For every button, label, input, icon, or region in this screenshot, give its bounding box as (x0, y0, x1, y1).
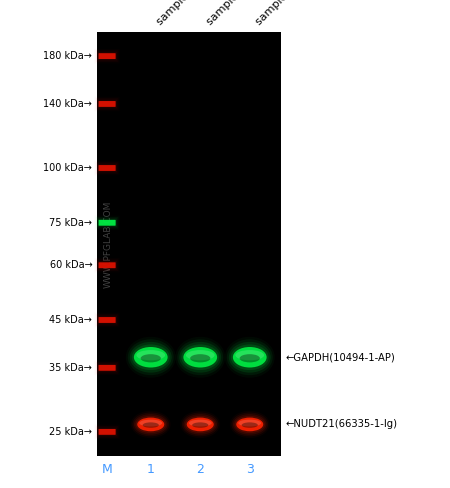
FancyBboxPatch shape (97, 218, 117, 227)
Ellipse shape (186, 350, 215, 360)
Ellipse shape (187, 418, 214, 431)
FancyBboxPatch shape (96, 314, 118, 326)
Text: sample 1: sample 1 (155, 0, 198, 27)
FancyBboxPatch shape (96, 98, 118, 110)
Ellipse shape (143, 423, 159, 428)
Ellipse shape (134, 347, 167, 367)
Text: sample 3: sample 3 (254, 0, 297, 27)
FancyBboxPatch shape (97, 364, 117, 372)
FancyBboxPatch shape (96, 362, 118, 374)
FancyBboxPatch shape (97, 316, 117, 325)
FancyBboxPatch shape (99, 429, 116, 435)
FancyBboxPatch shape (99, 263, 116, 268)
Ellipse shape (128, 339, 174, 375)
Ellipse shape (242, 423, 258, 428)
Ellipse shape (132, 412, 169, 436)
Ellipse shape (130, 342, 172, 373)
Ellipse shape (233, 347, 266, 367)
Ellipse shape (137, 418, 164, 431)
Text: 3: 3 (246, 463, 254, 476)
Ellipse shape (184, 414, 217, 435)
Ellipse shape (135, 416, 166, 433)
Ellipse shape (140, 354, 161, 363)
Text: 75 kDa→: 75 kDa→ (49, 218, 92, 228)
Ellipse shape (231, 345, 269, 370)
Ellipse shape (140, 420, 162, 427)
Ellipse shape (227, 339, 273, 375)
Text: 25 kDa→: 25 kDa→ (49, 427, 92, 437)
Ellipse shape (238, 420, 261, 427)
Ellipse shape (233, 414, 266, 435)
Ellipse shape (231, 412, 268, 436)
Ellipse shape (181, 345, 219, 370)
Ellipse shape (182, 412, 219, 436)
Ellipse shape (236, 418, 263, 431)
Text: WWW.PFGLAB.COM: WWW.PFGLAB.COM (104, 200, 112, 288)
Text: 140 kDa→: 140 kDa→ (43, 99, 92, 109)
FancyBboxPatch shape (99, 101, 116, 107)
Ellipse shape (189, 420, 212, 427)
Ellipse shape (190, 354, 211, 363)
FancyBboxPatch shape (99, 220, 116, 225)
Ellipse shape (234, 416, 265, 433)
Text: 180 kDa→: 180 kDa→ (43, 51, 92, 61)
FancyBboxPatch shape (97, 163, 117, 172)
FancyBboxPatch shape (99, 317, 116, 323)
FancyBboxPatch shape (99, 165, 116, 171)
FancyBboxPatch shape (97, 52, 117, 61)
Text: 1: 1 (147, 463, 155, 476)
Text: ←NUDT21(66335-1-Ig): ←NUDT21(66335-1-Ig) (286, 419, 398, 429)
Text: M: M (102, 463, 112, 476)
Ellipse shape (229, 342, 271, 373)
FancyBboxPatch shape (96, 426, 118, 438)
FancyBboxPatch shape (96, 162, 118, 174)
Ellipse shape (235, 350, 264, 360)
Text: 60 kDa→: 60 kDa→ (50, 260, 92, 270)
Bar (97, 32, 281, 456)
Ellipse shape (134, 414, 167, 435)
Ellipse shape (184, 347, 217, 367)
Ellipse shape (179, 342, 221, 373)
FancyBboxPatch shape (96, 50, 118, 62)
Text: ←GAPDH(10494-1-AP): ←GAPDH(10494-1-AP) (286, 352, 396, 362)
Text: sample 2: sample 2 (205, 0, 248, 27)
Ellipse shape (185, 416, 216, 433)
FancyBboxPatch shape (99, 53, 116, 59)
FancyBboxPatch shape (97, 261, 117, 270)
FancyBboxPatch shape (96, 217, 118, 228)
FancyBboxPatch shape (97, 427, 117, 436)
FancyBboxPatch shape (97, 100, 117, 108)
FancyBboxPatch shape (99, 365, 116, 371)
Ellipse shape (240, 354, 260, 363)
Text: 35 kDa→: 35 kDa→ (50, 363, 92, 373)
Text: 2: 2 (196, 463, 204, 476)
Ellipse shape (136, 350, 165, 360)
Text: 45 kDa→: 45 kDa→ (50, 315, 92, 325)
Ellipse shape (192, 423, 208, 428)
Ellipse shape (132, 345, 170, 370)
Text: 100 kDa→: 100 kDa→ (43, 163, 92, 173)
FancyBboxPatch shape (96, 260, 118, 271)
Ellipse shape (177, 339, 223, 375)
